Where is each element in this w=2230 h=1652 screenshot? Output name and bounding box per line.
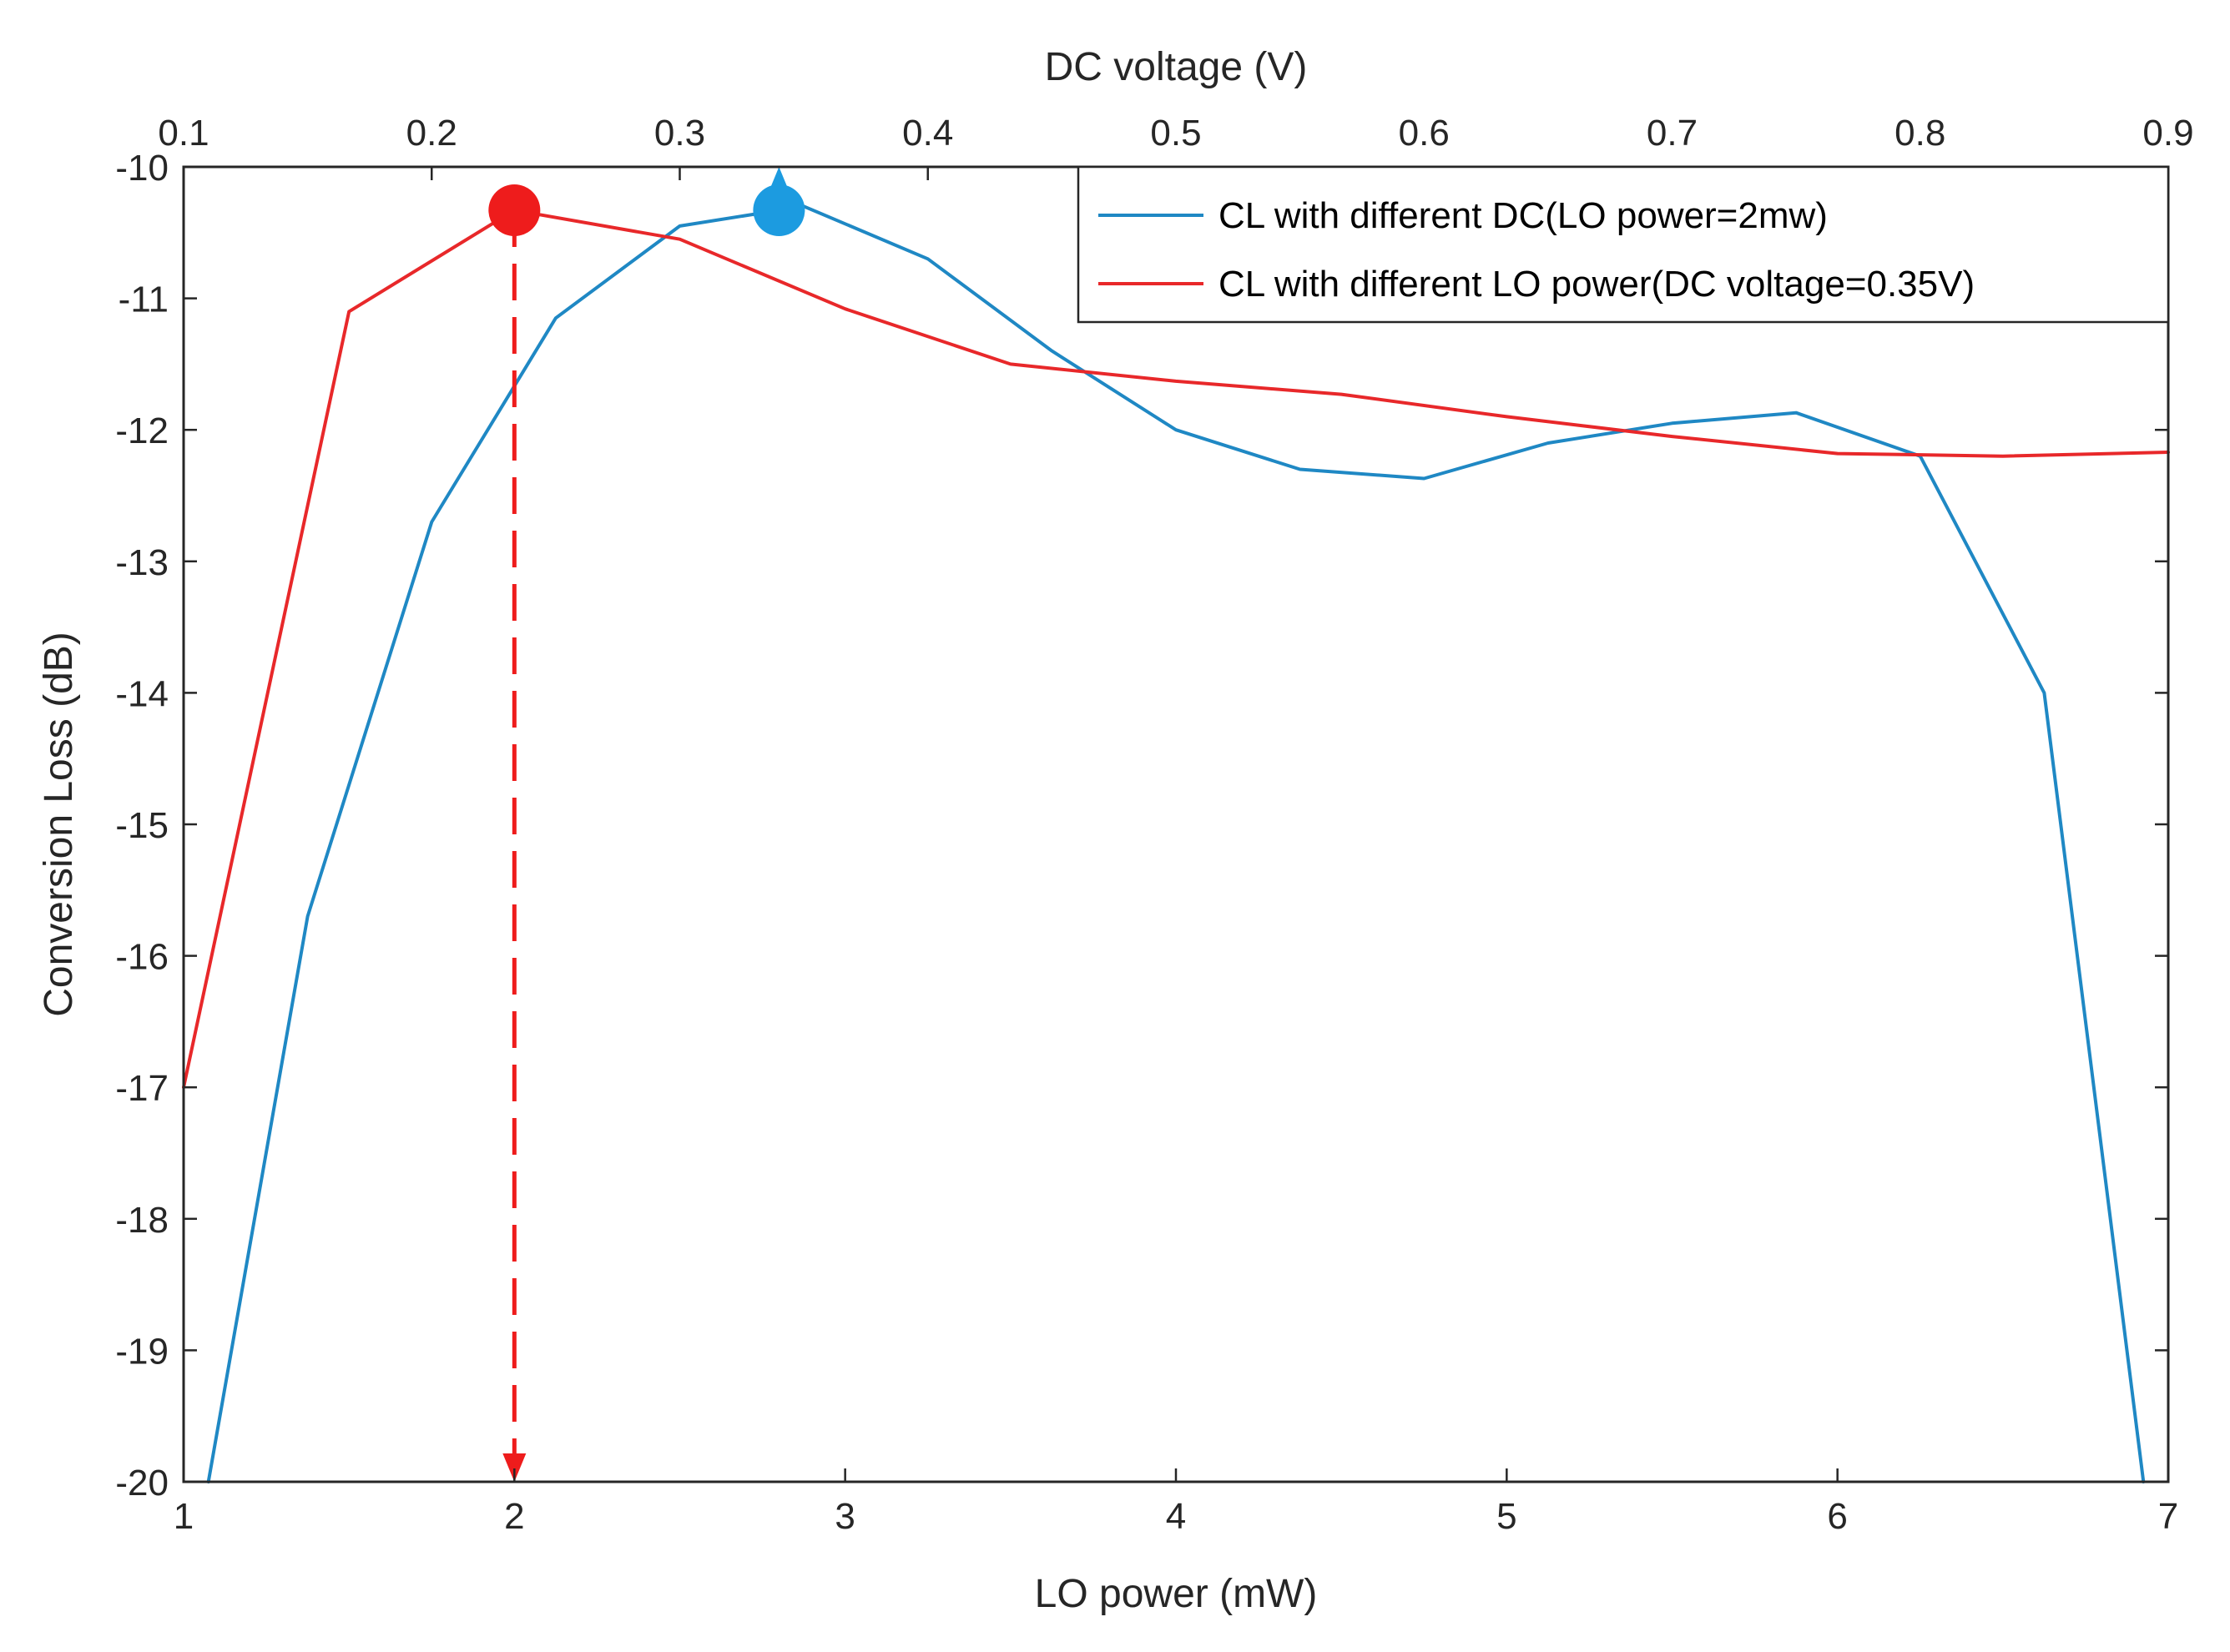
marker-blue-peak	[753, 184, 805, 237]
data-point	[1010, 364, 1011, 365]
y-tick-label: -14	[115, 673, 169, 714]
top-axis-title: DC voltage (V)	[1045, 45, 1308, 89]
data-point	[1176, 430, 1177, 431]
y-tick-label: -20	[115, 1463, 169, 1503]
y-tick-label: -19	[115, 1331, 169, 1372]
x-tick-label: 7	[2158, 1496, 2178, 1537]
top-tick-label: 0.5	[1150, 113, 1201, 154]
x-tick-label: 2	[504, 1496, 524, 1537]
data-point	[1299, 469, 1300, 470]
top-tick-label: 0.3	[654, 113, 705, 154]
y-tick-label: -18	[115, 1200, 169, 1241]
legend-label-red: CL with different LO power(DC voltage=0.…	[1218, 264, 1975, 305]
data-point	[1424, 478, 1425, 479]
top-tick-label: 0.2	[406, 113, 457, 154]
top-tick-label: 0.6	[1399, 113, 1450, 154]
data-point	[1506, 416, 1507, 417]
annotation-layer	[488, 167, 805, 1482]
data-point	[1341, 394, 1342, 395]
y-tick-label: -16	[115, 937, 169, 978]
y-tick-label: -15	[115, 805, 169, 846]
data-point	[1547, 442, 1548, 443]
x-tick-label: 6	[1827, 1496, 1847, 1537]
data-point	[349, 311, 350, 312]
legend: CL with different DC(LO power=2mw) CL wi…	[1077, 165, 2170, 324]
y-tick-label: -10	[115, 148, 169, 189]
arrow-head	[502, 1453, 527, 1482]
tick-layer: 1 2 3 4 5 6 7 0.1 0.2 0.3 0.4 0.5 0.6 0.7 0.8 0.9 -10 -11…	[115, 113, 2193, 1537]
top-tick-label: 0.4	[902, 113, 953, 154]
data-point	[307, 916, 308, 917]
y-tick-label: -11	[119, 280, 169, 320]
data-point	[555, 318, 556, 319]
x-tick-label: 1	[174, 1496, 194, 1537]
x-tick-label: 5	[1496, 1496, 1516, 1537]
top-tick-label: 0.1	[158, 113, 209, 154]
data-point	[1796, 412, 1797, 413]
top-tick-label: 0.8	[1894, 113, 1945, 154]
y-axis-title: Conversion Loss (dB)	[37, 632, 81, 1017]
top-tick-label: 0.9	[2142, 113, 2193, 154]
data-point	[679, 225, 680, 226]
legend-box	[1077, 165, 2170, 324]
top-tick-label: 0.7	[1647, 113, 1698, 154]
y-tick-label: -17	[115, 1068, 169, 1109]
y-tick-label: -13	[115, 542, 169, 583]
legend-label-blue: CL with different DC(LO power=2mw)	[1218, 195, 1828, 236]
data-point	[431, 521, 432, 522]
x-tick-label: 3	[835, 1496, 855, 1537]
marker-red-peak	[488, 184, 541, 237]
data-point	[1837, 453, 1838, 454]
y-tick-label: -12	[115, 410, 169, 451]
data-point	[1176, 380, 1177, 381]
x-tick-label: 4	[1166, 1496, 1186, 1537]
x-axis-title: LO power (mW)	[1035, 1572, 1318, 1616]
